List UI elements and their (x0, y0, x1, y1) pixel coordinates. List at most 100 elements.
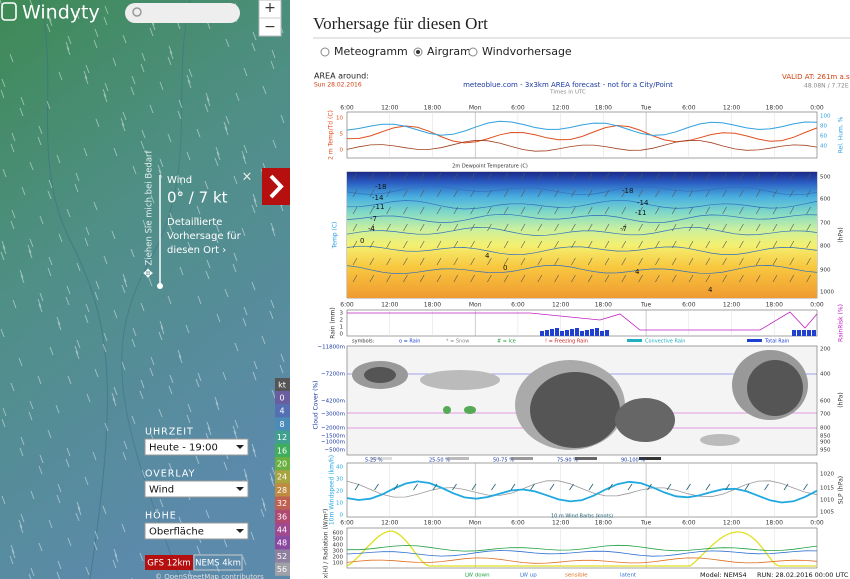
wind-barb (627, 483, 633, 491)
select-value: Wind (149, 485, 174, 496)
radio[interactable] (468, 47, 478, 57)
legend-item: ! = Freezing Rain (545, 339, 588, 345)
cloud-blob (530, 372, 620, 448)
wind-barb (789, 172, 795, 181)
wind-streak (1, 495, 6, 505)
drag-knob[interactable] (157, 283, 163, 289)
wind-streak (280, 114, 285, 124)
logo-icon (1, 2, 17, 21)
scale-value: 12 (277, 433, 287, 442)
wind-streak (168, 462, 173, 472)
popup-close[interactable]: × (242, 170, 253, 185)
note: 2m Dewpoint Temperature (C) (452, 164, 528, 170)
wind-barb (705, 257, 711, 266)
wind-streak (121, 284, 126, 294)
wind-streak (251, 204, 256, 214)
tab-label[interactable]: Airgram (427, 45, 471, 58)
radio-dot (416, 50, 420, 54)
select[interactable] (144, 522, 249, 540)
wind-streak (94, 28, 99, 38)
wind-barb (554, 172, 559, 181)
wind-streak (150, 356, 155, 366)
wind-barb (419, 240, 425, 249)
zoom-in[interactable]: + (264, 0, 276, 16)
tab-label[interactable]: Windvorhersage (482, 45, 572, 58)
isotherm (346, 185, 818, 196)
toggle-panel[interactable] (262, 168, 290, 205)
model-label[interactable]: NEMS 4km (195, 559, 241, 569)
wind-streak (29, 161, 34, 171)
wind-streak (84, 476, 89, 486)
logo[interactable]: Windyty (22, 2, 100, 24)
legend-swatch (370, 457, 392, 460)
wind-barb (537, 274, 543, 283)
wind-streak (10, 220, 15, 230)
wind-streak (65, 296, 70, 306)
model-label[interactable]: GFS 12km (147, 559, 190, 569)
legend-swatch (639, 457, 661, 460)
popup-link[interactable]: Vorhersage für (167, 231, 242, 242)
isotherm (346, 199, 818, 210)
wind-streak (48, 519, 53, 529)
zoom-out[interactable]: − (264, 19, 276, 35)
wind-streak (197, 372, 202, 382)
wind-barb (403, 257, 408, 266)
select[interactable] (144, 438, 249, 456)
tab-label[interactable]: Meteogramm (334, 45, 408, 58)
time-label: 6:00 (682, 520, 696, 527)
wind-streak (121, 523, 126, 533)
time-label: Tue (640, 302, 652, 309)
wind-streak (93, 541, 98, 551)
scale-value: 8 (279, 420, 284, 429)
wind-streak (111, 392, 116, 402)
scale-step (275, 470, 290, 484)
wind-streak (252, 448, 257, 458)
scale-step (275, 509, 290, 523)
wind-barb (688, 257, 694, 266)
wind-barb (419, 223, 425, 232)
radio[interactable] (320, 47, 330, 57)
wind-streak (178, 99, 183, 109)
model-active[interactable] (145, 555, 193, 570)
wind-barb (587, 274, 593, 283)
wind-streak (66, 285, 71, 295)
wind-streak (58, 71, 63, 81)
wind-barb (588, 483, 594, 491)
wind-streak (39, 292, 44, 302)
wind-streak (196, 205, 201, 215)
wind-barb (520, 240, 526, 249)
wind-streak (75, 512, 80, 522)
contour-label: 4 (485, 252, 490, 260)
search-box[interactable] (125, 3, 240, 23)
wind-streak (216, 313, 221, 323)
wind-streak (216, 151, 221, 161)
wind-barb (520, 189, 526, 198)
wind-barb (436, 274, 442, 283)
wind-streak (280, 353, 285, 363)
wind-streak (58, 233, 63, 243)
popup-link[interactable]: Detaillierte (167, 217, 222, 228)
wind-barb (520, 206, 526, 215)
select[interactable] (144, 480, 249, 498)
wind-barb (487, 274, 492, 283)
move-icon[interactable]: ✥ (143, 267, 153, 281)
wind-streak (112, 397, 117, 407)
wind-barb (436, 257, 442, 266)
wind-streak (65, 41, 70, 51)
model-button[interactable] (193, 554, 243, 571)
popup-link[interactable]: diesen Ort › (167, 245, 226, 256)
tick-label: 20 (336, 489, 343, 495)
wind-streak (95, 118, 100, 128)
wind-barb (638, 274, 643, 283)
wind-streak (83, 70, 88, 80)
rain-bar (560, 331, 564, 336)
rain-risk (347, 311, 818, 331)
wind-barb (453, 257, 459, 266)
wind-barb (655, 189, 660, 198)
wind-barb (587, 223, 593, 232)
wind-barb (369, 274, 375, 283)
wind-barb (386, 240, 391, 249)
wind-barb (806, 240, 811, 249)
tick-label: 200 (333, 555, 344, 561)
